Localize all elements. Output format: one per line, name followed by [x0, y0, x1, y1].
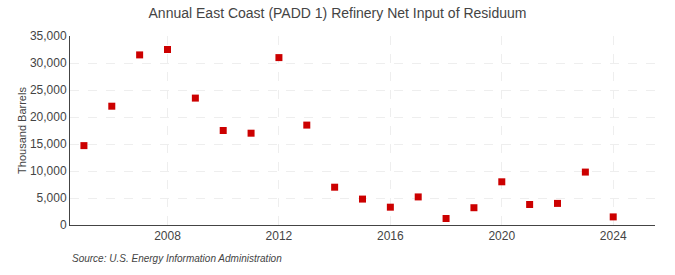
svg-text:0: 0 — [60, 218, 67, 232]
svg-text:Thousand Barrels: Thousand Barrels — [16, 87, 28, 174]
svg-text:2012: 2012 — [266, 229, 293, 243]
svg-text:30,000: 30,000 — [30, 56, 67, 70]
svg-text:5,000: 5,000 — [37, 191, 67, 205]
svg-text:Annual East Coast (PADD 1) Ref: Annual East Coast (PADD 1) Refinery Net … — [149, 5, 527, 21]
svg-text:35,000: 35,000 — [30, 29, 67, 43]
svg-text:10,000: 10,000 — [30, 164, 67, 178]
svg-text:2008: 2008 — [154, 229, 181, 243]
svg-text:15,000: 15,000 — [30, 137, 67, 151]
svg-text:2024: 2024 — [600, 229, 627, 243]
svg-text:20,000: 20,000 — [30, 110, 67, 124]
svg-text:25,000: 25,000 — [30, 83, 67, 97]
svg-text:2016: 2016 — [377, 229, 404, 243]
svg-text:2020: 2020 — [488, 229, 515, 243]
svg-text:Source: U.S. Energy Informatio: Source: U.S. Energy Information Administ… — [72, 253, 282, 264]
